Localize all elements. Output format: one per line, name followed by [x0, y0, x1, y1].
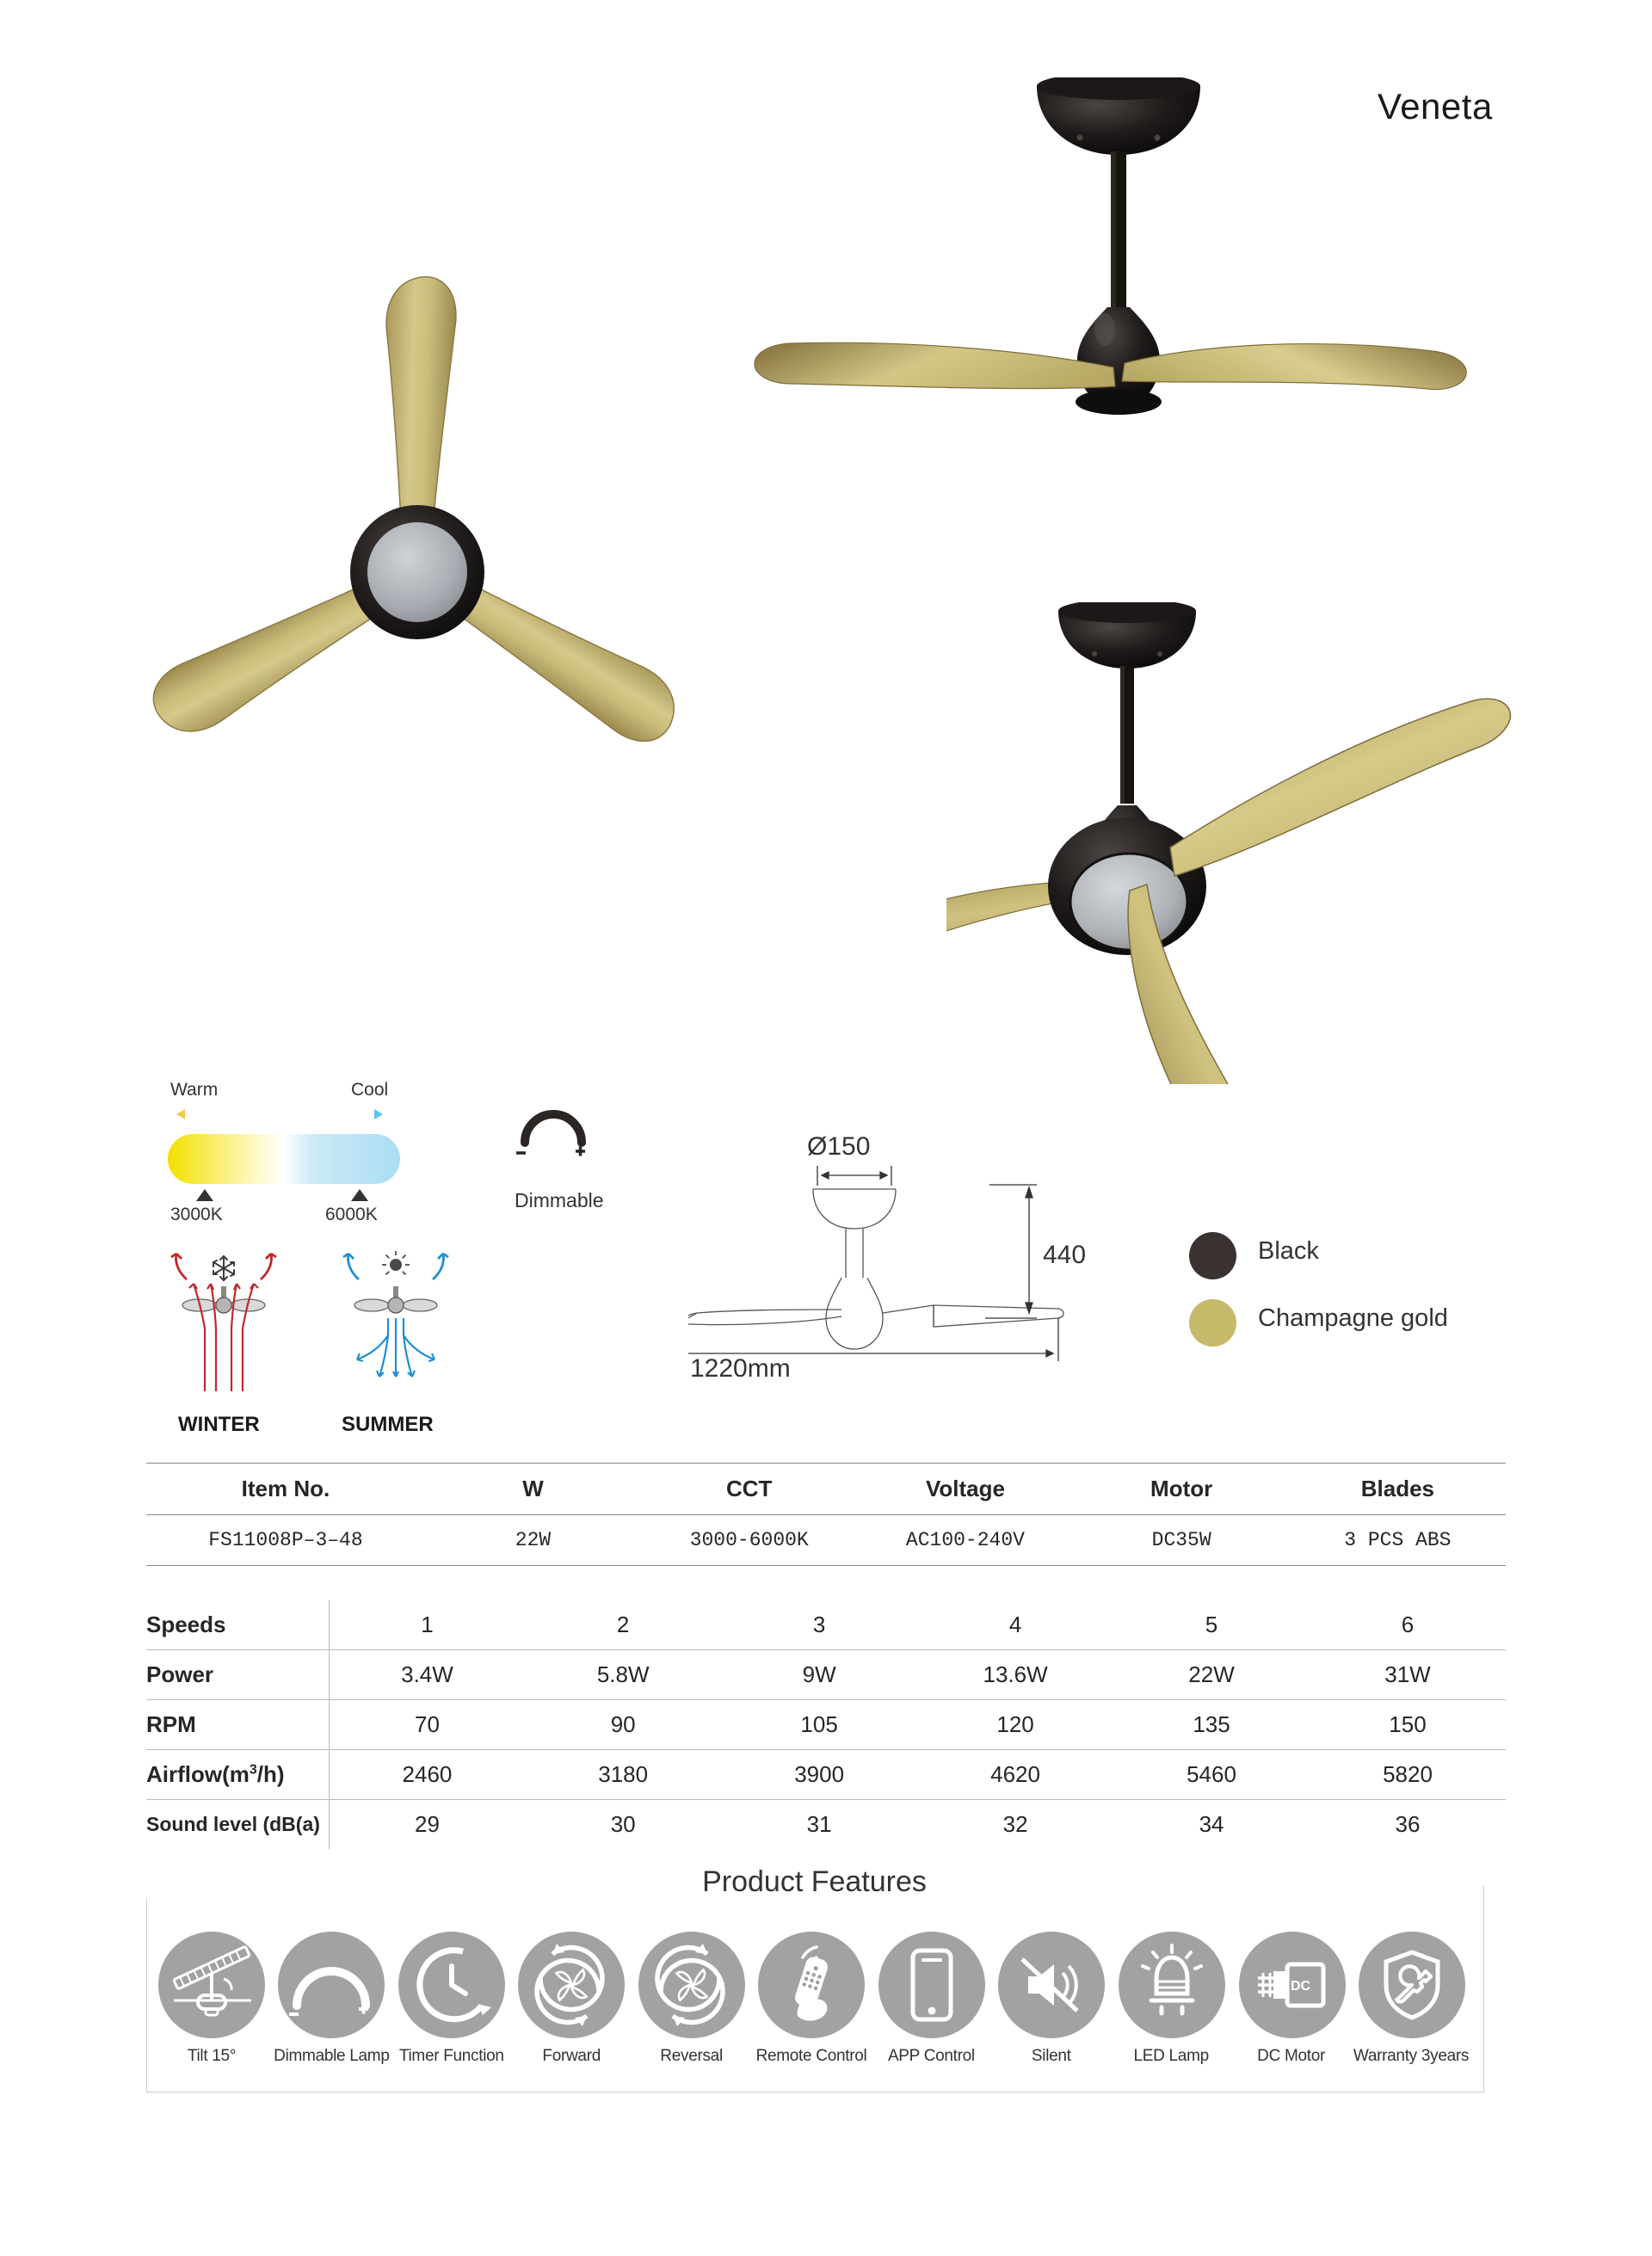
- svg-text:DC: DC: [1291, 1979, 1311, 1994]
- svg-text:Ø150: Ø150: [807, 1136, 870, 1161]
- svg-text:440: 440: [1043, 1241, 1086, 1269]
- svg-text:1220mm: 1220mm: [690, 1354, 791, 1377]
